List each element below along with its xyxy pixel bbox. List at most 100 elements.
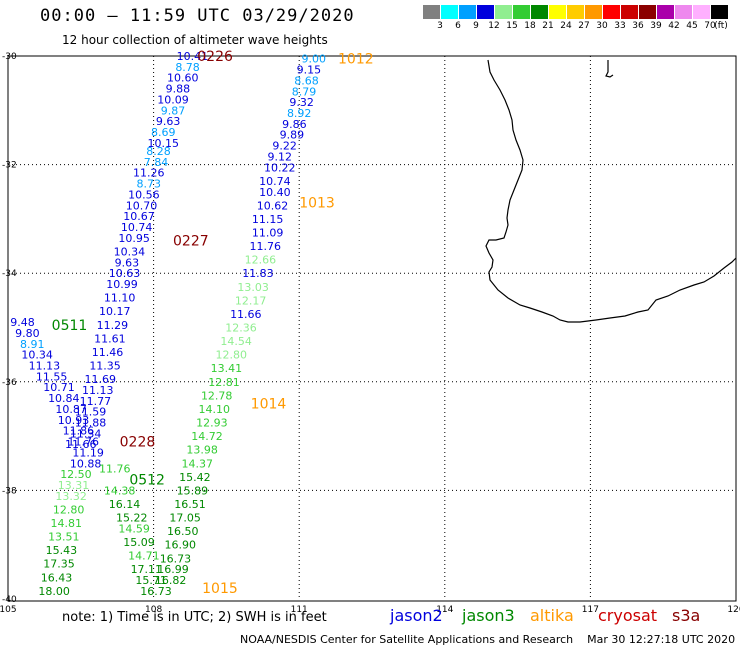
swh-value-label: 10.93 (58, 414, 90, 427)
lon-tick-label: 108 (145, 605, 162, 615)
swh-value-label: 9.32 (289, 96, 314, 109)
swh-value-label: 13.41 (211, 362, 243, 375)
swh-value-label: 10.34 (114, 245, 146, 258)
swh-value-label: 17.05 (169, 512, 201, 525)
lon-tick-label: 111 (291, 605, 308, 615)
swh-value-label: 8.78 (175, 61, 200, 74)
swh-value-label: 10.74 (121, 221, 153, 234)
swh-value-label: 11.26 (133, 167, 165, 180)
swh-value-label: 12.81 (208, 376, 240, 389)
mission-legend-item: jason2 (390, 606, 443, 625)
swh-value-label: 11.76 (67, 436, 99, 449)
swh-value-label: 16.73 (140, 585, 172, 598)
island-outline (605, 60, 614, 78)
swh-value-label: 15.42 (179, 471, 211, 484)
swh-value-label: 11.66 (230, 308, 262, 321)
swh-value-label: 15.71 (135, 574, 167, 587)
colorbar-tick-label: 42 (668, 21, 680, 31)
swh-value-label: 11.10 (104, 292, 136, 305)
swh-value-label: 10.22 (264, 161, 296, 174)
colorbar-tick-label: 15 (506, 21, 518, 31)
swh-value-label: 11.09 (252, 226, 284, 239)
swh-value-label: 10.99 (106, 278, 138, 291)
credit-text: NOAA/NESDIS Center for Satellite Applica… (240, 633, 574, 646)
swh-value-label: 11.77 (80, 395, 112, 408)
colorbar-swatch (639, 5, 656, 19)
swh-value-label: 15.22 (116, 512, 148, 525)
colorbar-tick-label: 9 (473, 21, 479, 31)
pass-number-label: 0512 (129, 473, 165, 489)
swh-value-label: 11.83 (242, 267, 274, 280)
swh-value-label: 11.35 (89, 360, 121, 373)
mission-legend-item: cryosat (598, 606, 658, 625)
colorbar-tick-label: 18 (524, 21, 536, 31)
colorbar-swatch (657, 5, 674, 19)
swh-value-label: 10.09 (157, 93, 189, 106)
swh-value-label: 8.28 (146, 145, 171, 158)
pass-labels: 0226 1012 1013 0227 0511 1014 0228 0512 1015 (52, 49, 374, 597)
swh-value-label: 11.46 (92, 346, 124, 359)
colorbar-tick-label: 39 (650, 21, 662, 31)
swh-value-label: 11.86 (63, 425, 95, 438)
swh-value-label: 18.00 (38, 585, 70, 598)
colorbar-tick-label: 27 (578, 21, 590, 31)
swh-value-label: 12.78 (201, 389, 233, 402)
swh-value-label: 16.51 (174, 498, 206, 511)
swh-value-label: 11.55 (36, 370, 68, 383)
swh-value-label: 13.98 (186, 444, 218, 457)
swh-value-label: 10.67 (123, 210, 155, 223)
swh-value-label: 8.79 (292, 85, 317, 98)
swh-value-label: 15.89 (177, 484, 209, 497)
swh-value-label: 9.63 (115, 256, 140, 269)
swh-value-label: 11.19 (72, 446, 104, 459)
swh-value-label: 12.80 (53, 503, 85, 516)
mission-legend-item: jason3 (462, 606, 515, 625)
colorbar-swatch (495, 5, 512, 19)
mission-legend-item: s3a (672, 606, 701, 625)
lat-tick-label: -32 (2, 161, 17, 171)
swh-value-label: 10.56 (128, 188, 160, 201)
swh-value-label: 16.82 (155, 574, 187, 587)
colorbar-swatch (603, 5, 620, 19)
pass-number-label: 0227 (173, 234, 209, 250)
colorbar-tick-label: 3 (437, 21, 443, 31)
swh-value-label: 9.89 (280, 129, 305, 142)
swh-value-label: 14.81 (50, 517, 82, 530)
colorbar-swatch (585, 5, 602, 19)
swh-value-label: 11.61 (94, 332, 126, 345)
colorbar-tick-label: 36 (632, 21, 644, 31)
pass-number-label: 0226 (197, 49, 233, 65)
swh-value-label: 12.66 (245, 254, 277, 267)
swh-value-label: 13.31 (58, 479, 90, 492)
swh-value-label: 9.12 (268, 150, 293, 163)
swh-value-label: 12.36 (225, 322, 257, 335)
colorbar-tick-label: 70 (704, 21, 716, 31)
swh-value-label: 11.13 (82, 384, 114, 397)
swh-value-label: 10.74 (259, 175, 291, 188)
colorbar-swatch (441, 5, 458, 19)
map-title: 00:00 – 11:59 UTC 03/29/2020 (40, 6, 355, 26)
lon-tick-label: 105 (0, 605, 17, 615)
swh-value-label: 9.86 (282, 118, 307, 131)
swh-value-label: 11.29 (97, 319, 129, 332)
swh-value-label: 8.73 (136, 178, 161, 191)
colorbar-unit: (ft) (714, 21, 728, 31)
swh-value-label: 14.38 (104, 484, 136, 497)
swh-value-label: 12.50 (60, 468, 92, 481)
swh-value-label: 16.90 (165, 539, 197, 552)
map-subtitle: 12 hour collection of altimeter wave hei… (62, 33, 328, 47)
pass-number-label: 1012 (338, 52, 374, 68)
swh-value-label: 14.54 (220, 335, 252, 348)
colorbar-swatch (423, 5, 440, 19)
swh-value-label: 14.59 (118, 522, 150, 535)
swh-value-label: 9.87 (161, 104, 186, 117)
swh-value-label: 9.48 (10, 316, 35, 329)
lat-tick-label: -38 (2, 486, 17, 496)
altimeter-tracks: 10.418.7810.609.8810.099.879.638.6910.15… (10, 50, 326, 598)
swh-value-label: 7.84 (144, 156, 169, 169)
swh-value-label: 9.80 (15, 327, 40, 340)
colorbar-swatch (549, 5, 566, 19)
swh-value-label: 9.00 (302, 53, 327, 66)
map-grid: 105 108 111 114 117 120 -30 -32 -34 -36 -38 -40 (0, 52, 740, 615)
